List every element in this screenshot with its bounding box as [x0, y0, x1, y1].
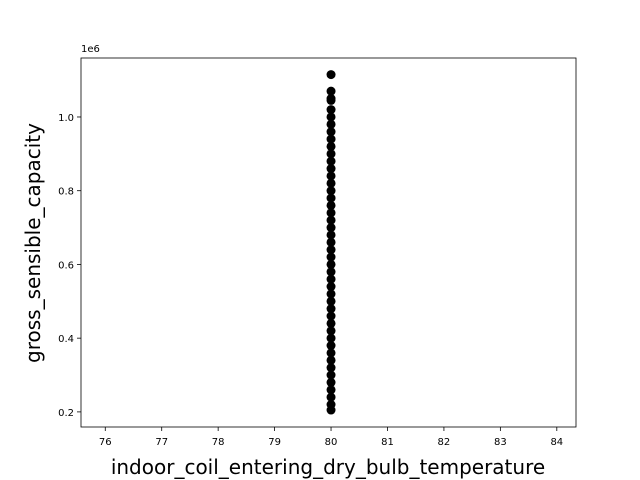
point [326, 119, 336, 129]
y-offset-label: 1e6 [81, 44, 100, 55]
point [326, 405, 336, 415]
point [326, 296, 336, 306]
point [326, 282, 336, 292]
y-tick-label: 0.6 [58, 260, 74, 271]
x-axis-label: indoor_coil_entering_dry_bulb_temperatur… [111, 455, 545, 479]
x-tick-label: 80 [325, 437, 338, 448]
x-tick-label: 79 [268, 437, 281, 448]
point [326, 355, 336, 365]
point [326, 392, 336, 402]
point [326, 105, 336, 115]
x-tick-label: 78 [212, 437, 225, 448]
x-tick-label: 81 [381, 437, 394, 448]
point [326, 208, 336, 218]
point [326, 289, 336, 299]
y-axis-label: gross_sensible_capacity [21, 123, 45, 363]
point [326, 333, 336, 343]
plot-frame [80, 57, 577, 428]
y-tick-label: 0.4 [58, 334, 74, 345]
point [326, 164, 336, 174]
point [326, 259, 336, 269]
point [326, 341, 336, 351]
point [326, 326, 336, 336]
point [326, 156, 336, 166]
point [326, 252, 336, 262]
point [326, 385, 336, 395]
x-tick-label: 76 [99, 437, 112, 448]
point [326, 95, 336, 105]
point [326, 230, 336, 240]
x-tick-label: 82 [438, 437, 451, 448]
point [326, 237, 336, 247]
point [326, 127, 336, 137]
x-tick-label: 83 [494, 437, 507, 448]
point [326, 267, 336, 277]
y-tick-label: 0.8 [58, 187, 74, 198]
point [326, 70, 336, 80]
point [326, 377, 336, 387]
point [326, 171, 336, 181]
point [326, 186, 336, 196]
x-tick-label: 84 [550, 437, 563, 448]
y-tick-label: 0.2 [58, 408, 74, 419]
point [326, 178, 336, 188]
point [326, 274, 336, 284]
point [326, 112, 336, 122]
point [326, 86, 336, 96]
y-tick-label: 1.0 [58, 113, 74, 124]
point [326, 200, 336, 210]
point [326, 311, 336, 321]
point [326, 223, 336, 233]
point [326, 318, 336, 328]
point [326, 149, 336, 159]
point [326, 370, 336, 380]
point [326, 304, 336, 314]
point [326, 348, 336, 358]
x-tick-label: 77 [155, 437, 168, 448]
point [326, 363, 336, 373]
point [326, 193, 336, 203]
point [326, 245, 336, 255]
point [326, 134, 336, 144]
point [326, 141, 336, 151]
point [326, 215, 336, 225]
